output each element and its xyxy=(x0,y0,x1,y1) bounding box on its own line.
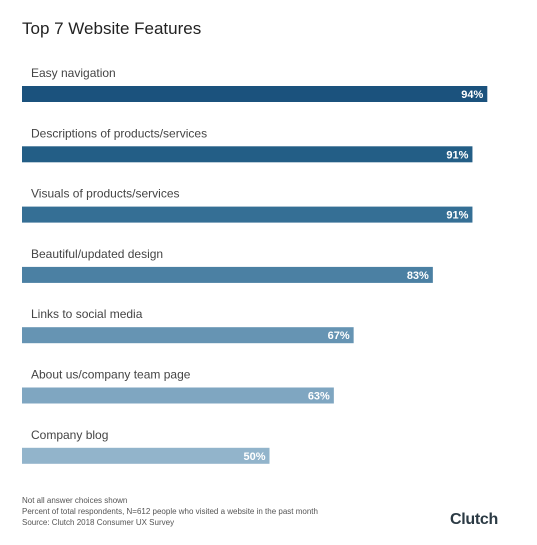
bar xyxy=(22,447,270,464)
category-label: Beautiful/updated design xyxy=(31,247,163,261)
category-label: Visuals of products/services xyxy=(31,187,180,201)
category-label: Links to social media xyxy=(31,307,143,321)
value-label: 94% xyxy=(461,89,483,101)
category-label: Easy navigation xyxy=(31,66,116,80)
value-label: 67% xyxy=(328,330,350,342)
value-label: 91% xyxy=(446,149,468,161)
clutch-logo: Clutch xyxy=(450,511,498,528)
bar xyxy=(22,327,354,344)
category-label: About us/company team page xyxy=(31,368,191,382)
footnote-3: Source: Clutch 2018 Consumer UX Survey xyxy=(22,518,175,527)
bar xyxy=(22,206,473,223)
bar xyxy=(22,387,334,404)
bar xyxy=(22,266,433,283)
bar xyxy=(22,146,473,163)
category-label: Descriptions of products/services xyxy=(31,126,207,140)
value-label: 83% xyxy=(407,270,429,282)
value-label: 50% xyxy=(243,451,265,463)
footnotes: Not all answer choices shown Percent of … xyxy=(22,495,318,528)
category-label: Company blog xyxy=(31,428,108,442)
chart-title: Top 7 Website Features xyxy=(22,19,202,38)
bar xyxy=(22,86,488,102)
value-label: 91% xyxy=(446,210,468,222)
value-label: 63% xyxy=(308,391,330,403)
footnote-1: Not all answer choices shown xyxy=(22,496,128,505)
footnote-2: Percent of total respondents, N=612 peop… xyxy=(22,507,318,516)
